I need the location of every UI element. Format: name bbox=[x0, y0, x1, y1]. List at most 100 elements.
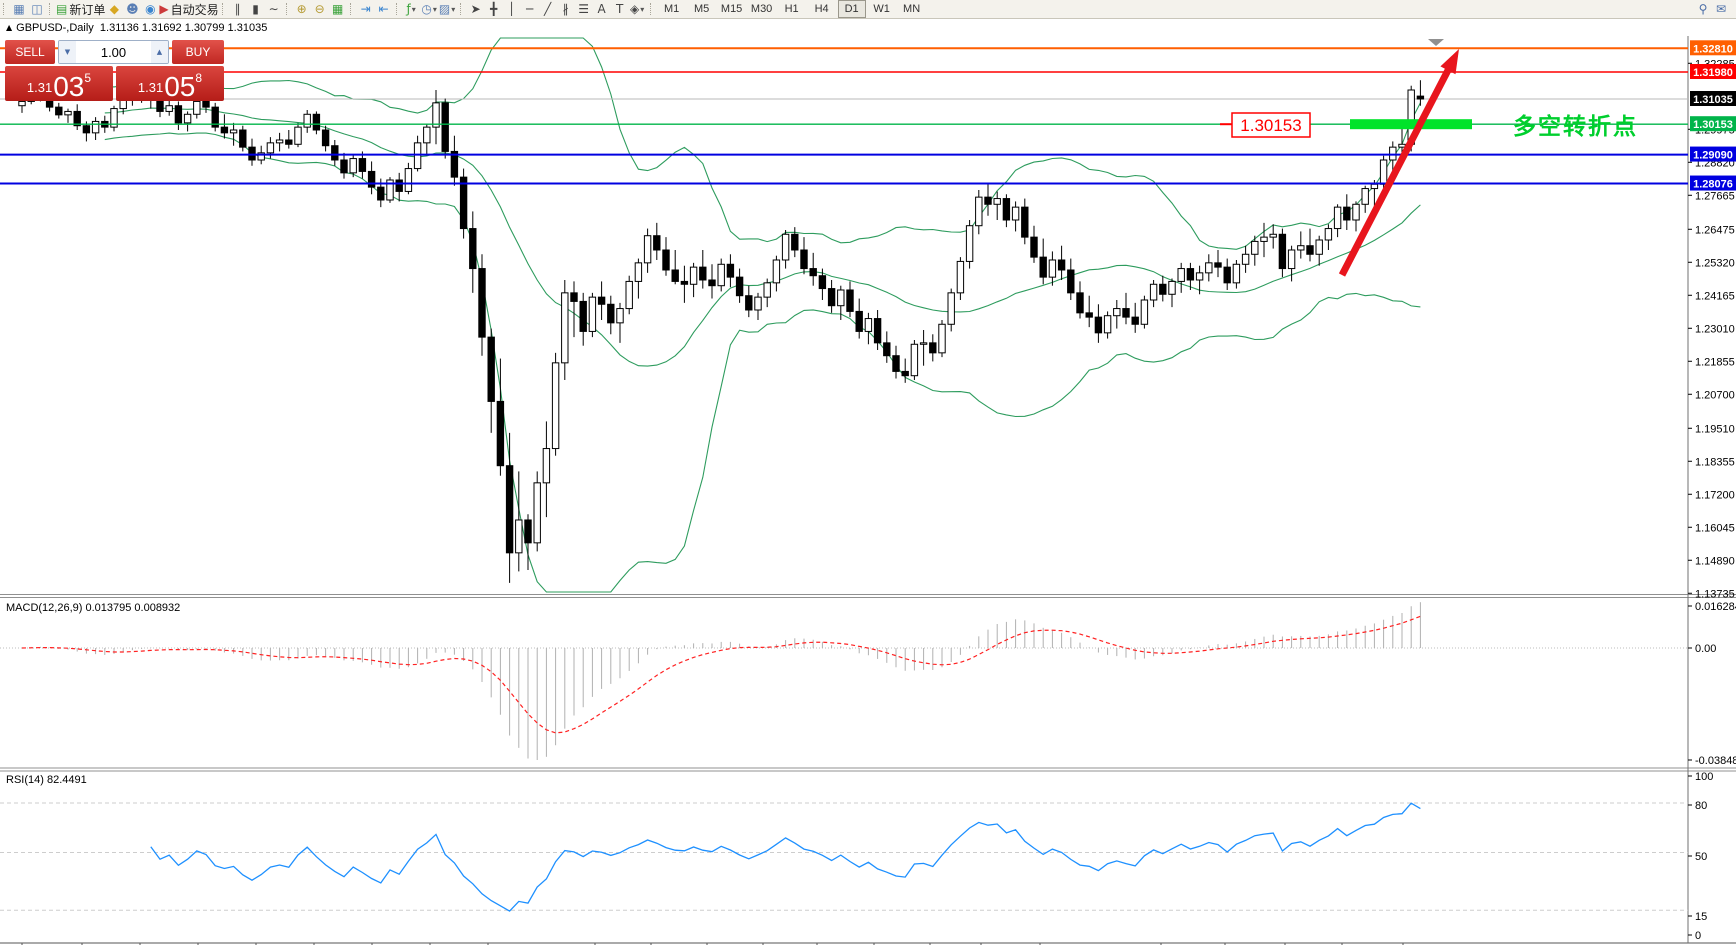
svg-text:1.23010: 1.23010 bbox=[1695, 323, 1735, 335]
time-axis: 5 Jan 202014 Jan 202023 Jan 20202 Feb 20… bbox=[21, 943, 1404, 945]
svg-text:1.28076: 1.28076 bbox=[1693, 179, 1733, 191]
buy-button[interactable]: BUY bbox=[172, 40, 224, 64]
line-chart-icon[interactable]: ∼ bbox=[268, 2, 279, 16]
chart-title: ▲ GBPUSD-,Daily 1.31136 1.31692 1.30799 1… bbox=[6, 22, 267, 34]
svg-text:0.016284: 0.016284 bbox=[1695, 601, 1736, 613]
macd-layer bbox=[21, 602, 1421, 760]
auto-scroll-icon[interactable]: ⇥ bbox=[360, 2, 371, 16]
svg-text:1.30153: 1.30153 bbox=[1693, 119, 1733, 131]
svg-text:1.24165: 1.24165 bbox=[1695, 290, 1735, 302]
svg-text:100: 100 bbox=[1695, 771, 1713, 783]
svg-text:1.27665: 1.27665 bbox=[1695, 190, 1735, 202]
timeframe-m1[interactable]: M1 bbox=[663, 3, 680, 15]
sell-price-pip: 5 bbox=[84, 71, 92, 85]
one-click-trading-panel: SELL ▼ ▲ BUY 1.31 03 5 1.31 05 8 bbox=[5, 40, 224, 101]
svg-text:1.29090: 1.29090 bbox=[1693, 150, 1733, 162]
tile-windows-icon[interactable]: ▦ bbox=[331, 2, 344, 16]
buy-price[interactable]: 1.31 05 8 bbox=[116, 66, 224, 101]
sell-price-big: 03 bbox=[53, 71, 85, 103]
toolbar-separator bbox=[285, 3, 289, 15]
svg-text:1.17200: 1.17200 bbox=[1695, 489, 1735, 501]
timeframe-w1[interactable]: W1 bbox=[873, 3, 890, 15]
trendline-icon[interactable]: ╱ bbox=[543, 2, 552, 16]
svg-text:1.20700: 1.20700 bbox=[1695, 389, 1735, 401]
timeframe-mn[interactable]: MN bbox=[903, 3, 921, 15]
text-icon[interactable]: A bbox=[597, 2, 606, 16]
chart-window-icon[interactable]: ▦ bbox=[13, 2, 25, 16]
toolbar-separator bbox=[349, 3, 353, 15]
toolbar-separator bbox=[395, 3, 399, 15]
volume-input[interactable] bbox=[76, 41, 151, 63]
volume-up-button[interactable]: ▲ bbox=[151, 41, 168, 63]
shapes-icon[interactable]: ◈ ▾ bbox=[629, 2, 645, 16]
bar-chart-icon[interactable]: ∥ bbox=[234, 2, 241, 16]
templates-icon[interactable]: ▨ ▾ bbox=[438, 2, 456, 16]
bollinger-layer bbox=[104, 37, 1421, 593]
zoom-out-icon[interactable]: ⊖ bbox=[314, 2, 325, 16]
svg-text:0.00: 0.00 bbox=[1695, 643, 1716, 655]
data-window-icon[interactable]: ◫ bbox=[31, 2, 43, 16]
toolbar-groups: ▦ ◫ ▤ 新订单 ◆ ☻ ◉ ▶ 自动交易 ∥ ▮ ∼ ⊕ ⊖ ▦ ⇥ ⇤ ƒ ▾ ◷ ▾ ▨ ▾ ➤ ╋ │ ─ ╱ ∦ ☰ A T ◈ ▾ bbox=[0, 0, 647, 18]
zoom-in-icon[interactable]: ⊕ bbox=[296, 2, 307, 16]
volume-down-button[interactable]: ▼ bbox=[59, 41, 76, 63]
horizontal-lines-layer bbox=[0, 47, 1688, 185]
timeframe-h1[interactable]: H1 bbox=[784, 3, 799, 15]
vertical-line-icon[interactable]: │ bbox=[507, 2, 516, 16]
chart-canvas[interactable]: 1.322851.299751.288201.276651.264751.253… bbox=[0, 18, 1736, 945]
sell-price[interactable]: 1.31 03 5 bbox=[5, 66, 113, 101]
price-axis: 1.322851.299751.288201.276651.264751.253… bbox=[1688, 40, 1736, 942]
svg-text:1.14890: 1.14890 bbox=[1695, 555, 1735, 567]
toolbar-separator bbox=[221, 3, 225, 15]
timeframe-m5[interactable]: M5 bbox=[693, 3, 710, 15]
toolbar-separator bbox=[3, 3, 6, 15]
collapse-icon[interactable]: ▲ bbox=[6, 23, 13, 32]
channel-icon[interactable]: ∦ bbox=[562, 2, 569, 16]
timeframe-h4[interactable]: H4 bbox=[814, 3, 829, 15]
navigator-icon[interactable]: ☻ bbox=[126, 2, 139, 16]
cursor-icon[interactable]: ➤ bbox=[470, 2, 481, 16]
svg-text:1.13735: 1.13735 bbox=[1695, 588, 1735, 600]
search-icon[interactable]: ⚲ bbox=[1698, 2, 1708, 16]
svg-text:1.26475: 1.26475 bbox=[1695, 224, 1735, 236]
candlestick-chart-icon[interactable]: ▮ bbox=[252, 2, 259, 16]
ohlc-readout: 1.31136 1.31692 1.30799 1.31035 bbox=[99, 22, 268, 34]
rsi-layer bbox=[150, 802, 1421, 912]
svg-text:0: 0 bbox=[1695, 930, 1701, 942]
svg-text:1.21855: 1.21855 bbox=[1695, 356, 1735, 368]
candles-layer bbox=[18, 80, 1425, 583]
indicator-gridlines bbox=[0, 647, 1688, 911]
periods-clock-icon[interactable]: ◷ ▾ bbox=[421, 2, 437, 16]
text-label-icon[interactable]: T bbox=[615, 2, 624, 16]
svg-text:1.31035: 1.31035 bbox=[1693, 94, 1733, 106]
new-order-icon[interactable]: ▤ 新订单 bbox=[56, 2, 106, 17]
toolbar: ▦ ◫ ▤ 新订单 ◆ ☻ ◉ ▶ 自动交易 ∥ ▮ ∼ ⊕ ⊖ ▦ ⇥ ⇤ ƒ ▾ ◷ ▾ ▨ ▾ ➤ ╋ │ ─ ╱ ∦ ☰ A T ◈ ▾ … bbox=[0, 0, 1736, 19]
svg-text:1.32810: 1.32810 bbox=[1693, 43, 1733, 55]
toolbar-right: ⚲ ✉ bbox=[1694, 1, 1736, 17]
crosshair-icon[interactable]: ╋ bbox=[489, 2, 498, 16]
autotrade-icon[interactable]: ▶ 自动交易 bbox=[159, 2, 219, 17]
panel-frame bbox=[0, 36, 1736, 944]
chart-shift-icon[interactable]: ⇤ bbox=[378, 2, 389, 16]
add-indicator-icon[interactable]: ƒ ▾ bbox=[406, 2, 416, 16]
svg-text:50: 50 bbox=[1695, 851, 1707, 863]
sell-price-small: 1.31 bbox=[26, 80, 53, 95]
svg-text:15: 15 bbox=[1695, 911, 1707, 923]
fibonacci-icon[interactable]: ☰ bbox=[578, 2, 589, 16]
timeframe-m15[interactable]: M15 bbox=[720, 3, 743, 15]
svg-text:1.18355: 1.18355 bbox=[1695, 456, 1735, 468]
signals-icon[interactable]: ◉ bbox=[145, 2, 156, 16]
svg-text:-0.038485: -0.038485 bbox=[1695, 755, 1736, 767]
horizontal-line-icon[interactable]: ─ bbox=[525, 2, 534, 16]
svg-text:1.30153: 1.30153 bbox=[1240, 116, 1301, 135]
chat-icon[interactable]: ✉ bbox=[1715, 2, 1727, 16]
timeframe-d1[interactable]: D1 bbox=[837, 0, 866, 18]
timeframe-m30[interactable]: M30 bbox=[750, 3, 773, 15]
market-watch-icon[interactable]: ◆ bbox=[109, 2, 119, 16]
sell-button[interactable]: SELL bbox=[5, 40, 55, 64]
toolbar-separator bbox=[49, 3, 52, 15]
toolbar-separator bbox=[459, 3, 463, 15]
svg-text:多空转折点: 多空转折点 bbox=[1513, 113, 1638, 139]
svg-text:1.16045: 1.16045 bbox=[1695, 522, 1735, 534]
timeframe-bar: M1 M5 M15 M30 H1 H4 D1 W1 MN bbox=[657, 0, 927, 18]
